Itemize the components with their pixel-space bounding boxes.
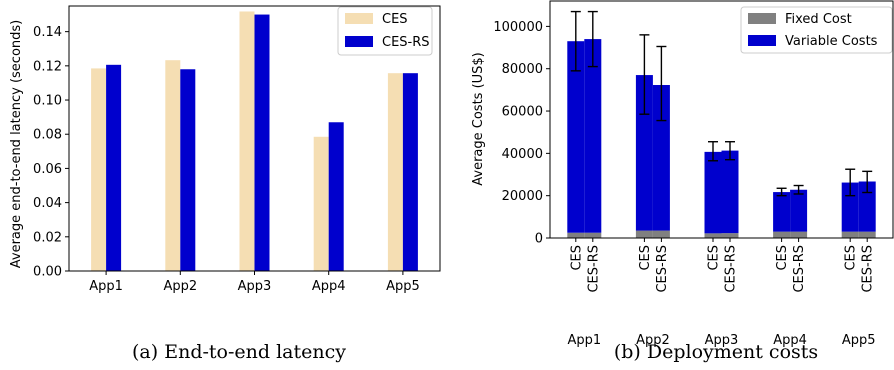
cost-y-tick-label: 20000: [502, 189, 543, 204]
cost-bar-variable-ces-rs-app5: [858, 181, 876, 232]
costs-legend-box: [740, 6, 893, 54]
latency-bar-ces-app5: [387, 73, 403, 271]
legend-swatch-fixed-cost: [748, 13, 776, 24]
cost-bar-fixed-ces-rs-app4: [790, 231, 808, 238]
legend-label-variable-costs: Variable Costs: [785, 34, 878, 49]
cost-bar-fixed-ces-rs-app5: [858, 231, 876, 238]
cost-bar-fixed-ces-app4: [773, 231, 791, 238]
latency-y-tick-label: 0.06: [33, 162, 62, 177]
latency-plot-frame: [68, 5, 441, 272]
latency-x-tick-label-app5: App5: [386, 279, 420, 294]
cost-x-tick-label-ces: CES: [707, 245, 722, 271]
cost-bar-variable-ces-rs-app4: [790, 189, 808, 232]
latency-x-tick-label-app3: App3: [238, 279, 272, 294]
latency-bar-ces-rs-app3: [254, 14, 270, 271]
legend-label-fixed-cost: Fixed Cost: [785, 12, 852, 27]
cost-x-tick-label-ces-rs: CES-RS: [655, 245, 670, 293]
latency-bar-ces-rs-app1: [106, 64, 122, 272]
latency-x-tick-label-app2: App2: [163, 279, 197, 294]
latency-bar-ces-rs-app5: [402, 73, 418, 271]
cost-y-tick-label: 0: [535, 232, 543, 247]
cost-plot-frame: [549, 0, 894, 239]
latency-y-tick-label: 0.10: [33, 94, 62, 109]
costs-legend: Fixed Cost Variable Costs: [740, 6, 893, 54]
cost-category-label-app4: App4: [773, 333, 807, 348]
latency-axes: App1 App2 App3 App4 App5 0.00 0.02 0.04 0.06 0.08…: [33, 5, 441, 294]
latency-legend: CES CES-RS: [337, 6, 433, 56]
latency-chart: Average end-to-end latency (seconds) App…: [9, 5, 441, 363]
cost-category-label-app1: App1: [567, 333, 601, 348]
latency-y-tick-label: 0.04: [33, 196, 62, 211]
latency-y-tick-label: 0.14: [33, 25, 62, 40]
cost-x-tick-label-ces-rs: CES-RS: [586, 245, 601, 293]
cost-bar-fixed-ces-app3: [704, 233, 722, 238]
cost-bar-fixed-ces-rs-app3: [721, 233, 739, 238]
latency-bar-ces-app1: [91, 68, 107, 271]
legend-swatch-variable-costs: [748, 35, 776, 46]
latency-bar-ces-rs-app4: [328, 122, 344, 272]
legend-label-ces-rs: CES-RS: [382, 35, 430, 50]
cost-category-label-app5: App5: [842, 333, 876, 348]
cost-category-label-app2: App2: [636, 333, 670, 348]
cost-bar-fixed-ces-app2: [635, 230, 653, 238]
latency-caption: (a) End-to-end latency: [132, 341, 346, 363]
cost-y-tick-label: 100000: [493, 20, 543, 35]
latency-y-tick-label: 0.08: [33, 128, 62, 143]
cost-bar-variable-ces-app5: [841, 182, 859, 232]
cost-y-tick-label: 40000: [502, 147, 543, 162]
latency-bar-ces-app2: [165, 60, 181, 271]
costs-y-axis-label: Average Costs (US$): [471, 52, 486, 186]
cost-category-label-app3: App3: [705, 333, 739, 348]
latency-y-axis-label: Average end-to-end latency (seconds): [9, 20, 24, 268]
cost-bar-variable-ces-rs-app1: [584, 39, 602, 233]
cost-bar-variable-ces-app4: [773, 192, 791, 232]
latency-bar-ces-app3: [239, 11, 255, 271]
legend-swatch-ces: [345, 13, 373, 24]
cost-x-tick-label-ces-rs: CES-RS: [724, 245, 739, 293]
latency-bar-ces-rs-app2: [180, 69, 196, 272]
cost-bar-variable-ces-rs-app3: [721, 150, 739, 234]
cost-bar-variable-ces-app3: [704, 151, 722, 234]
cost-x-tick-label-ces: CES: [569, 245, 584, 271]
cost-bar-fixed-ces-rs-app2: [652, 230, 670, 238]
costs-caption: (b) Deployment costs: [614, 341, 818, 363]
cost-x-tick-label-ces: CES: [844, 245, 859, 271]
cost-bar-variable-ces-rs-app2: [652, 85, 670, 231]
cost-y-tick-label: 60000: [502, 105, 543, 120]
cost-x-tick-label-ces-rs: CES-RS: [861, 245, 876, 293]
latency-y-tick-label: 0.02: [33, 230, 62, 245]
legend-swatch-ces-rs: [345, 36, 373, 47]
latency-bars: [91, 11, 418, 272]
cost-bar-fixed-ces-rs-app1: [584, 232, 602, 238]
cost-x-tick-label-ces: CES: [775, 245, 790, 271]
latency-bar-ces-app4: [313, 136, 329, 271]
cost-bar-fixed-ces-app5: [841, 231, 859, 238]
cost-x-tick-label-ces-rs: CES-RS: [792, 245, 807, 293]
latency-y-tick-label: 0.00: [33, 265, 62, 280]
cost-bar-fixed-ces-app1: [567, 232, 585, 238]
costs-bars: [567, 10, 876, 238]
cost-bar-variable-ces-app1: [567, 41, 585, 233]
cost-x-tick-label-ces: CES: [638, 245, 653, 271]
latency-x-tick-label-app1: App1: [89, 279, 123, 294]
legend-label-ces: CES: [382, 12, 408, 27]
latency-x-tick-label-app4: App4: [312, 279, 346, 294]
cost-y-tick-label: 80000: [502, 62, 543, 77]
latency-y-tick-label: 0.12: [33, 59, 62, 74]
